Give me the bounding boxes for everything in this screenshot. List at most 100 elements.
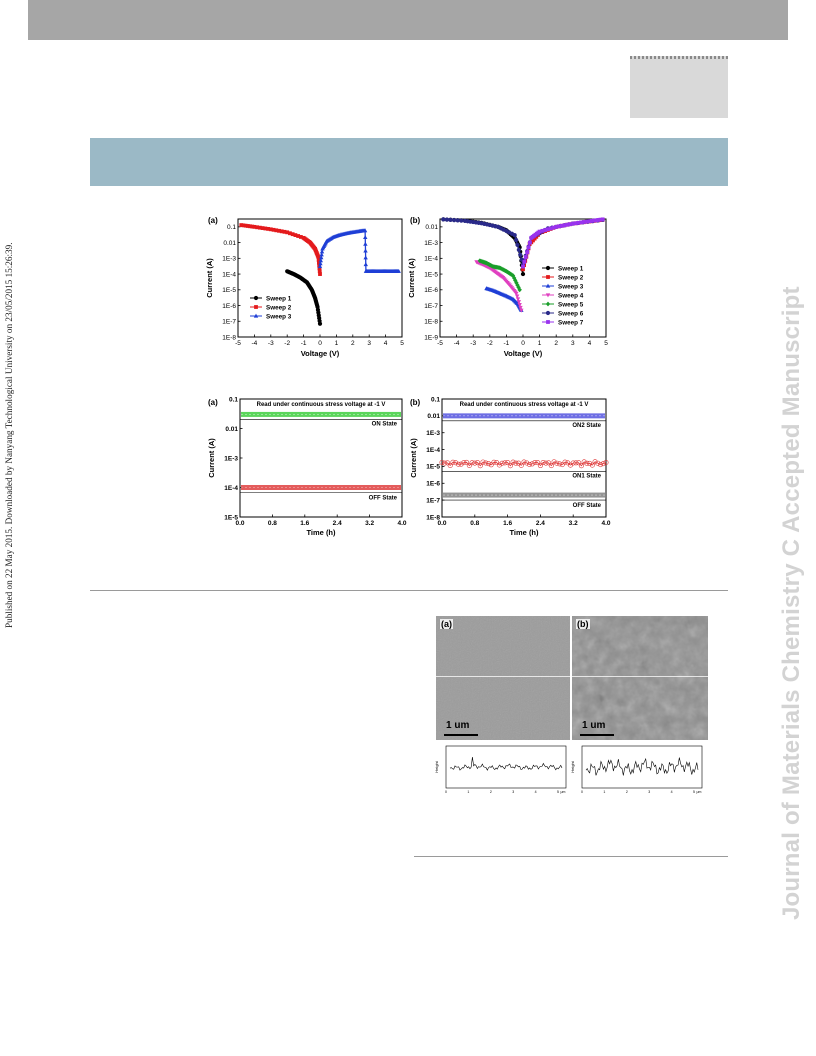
data-point — [519, 308, 524, 313]
data-point — [595, 460, 601, 466]
data-point — [545, 293, 551, 298]
profile-x-tick: 0 — [581, 790, 583, 794]
data-point — [592, 459, 598, 465]
legend-label: Sweep 3 — [266, 313, 292, 320]
data-point — [511, 275, 517, 281]
legend-label: Sweep 1 — [558, 265, 584, 272]
data-point — [562, 223, 567, 228]
x-axis-label: Voltage (V) — [504, 349, 543, 358]
data-point — [444, 217, 450, 222]
data-point — [239, 223, 244, 227]
y-tick-label: 1E-3 — [222, 256, 236, 263]
y-tick-label: 0.1 — [229, 396, 238, 403]
data-point — [290, 232, 295, 237]
profile-x-tick: 5 — [693, 790, 695, 794]
x-tick-label: 2 — [554, 340, 558, 347]
legend-label: Sweep 4 — [558, 292, 584, 299]
series-line — [441, 461, 607, 467]
data-point — [317, 263, 322, 268]
y-tick-label: 1E-6 — [426, 481, 440, 488]
x-tick-label: -2 — [284, 340, 290, 347]
state-label: ON2 State — [572, 423, 601, 429]
x-tick-label: 4.0 — [601, 520, 610, 527]
data-point — [260, 226, 265, 230]
data-point — [459, 218, 464, 223]
data-point — [581, 459, 587, 465]
data-point — [524, 460, 530, 466]
data-point — [444, 460, 450, 466]
data-point — [253, 295, 259, 301]
afm-scale-bar — [580, 734, 614, 736]
data-point — [546, 227, 550, 232]
profile-x-tick: 0 — [445, 790, 447, 794]
afm-image-a: (a) 1 um — [436, 616, 570, 740]
data-point — [245, 224, 250, 228]
panel-label: (b) — [410, 398, 421, 407]
x-tick-label: 1.6 — [503, 520, 512, 527]
data-point — [548, 226, 553, 231]
watermark-text: Journal of Materials Chemistry C Accepte… — [778, 286, 805, 920]
afm-panel-label: (b) — [576, 619, 590, 629]
x-tick-label: 3 — [571, 340, 575, 347]
data-point — [363, 234, 368, 239]
y-tick-label: 1E-4 — [224, 485, 238, 492]
x-tick-label: -1 — [504, 340, 510, 347]
data-point — [513, 460, 519, 466]
y-tick-label: 1E-7 — [426, 497, 440, 504]
data-point — [271, 227, 276, 232]
x-tick-label: 0.0 — [235, 520, 244, 527]
data-point — [520, 271, 526, 277]
profile-x-tick: 1 — [603, 790, 605, 794]
x-tick-label: 5 — [400, 340, 404, 347]
data-point — [515, 297, 521, 302]
data-point — [488, 462, 494, 468]
x-tick-label: 4 — [588, 340, 592, 347]
data-point — [512, 232, 517, 238]
y-tick-label: 1E-8 — [424, 319, 438, 326]
y-tick-label: 1E-3 — [424, 240, 438, 247]
afm-panel-label: (a) — [440, 619, 453, 629]
x-tick-label: 3 — [367, 340, 371, 347]
data-point — [464, 459, 470, 465]
x-tick-label: -1 — [301, 340, 307, 347]
profile-x-tick: 5 — [557, 790, 559, 794]
data-point — [363, 248, 368, 253]
y-tick-label: 1E-8 — [426, 514, 440, 521]
annotation-text: Read under continuous stress voltage at … — [257, 402, 386, 408]
legend-label: Sweep 2 — [558, 274, 584, 281]
x-tick-label: -5 — [437, 340, 443, 347]
data-point — [562, 459, 568, 465]
data-point — [537, 229, 542, 234]
profile-y-label: Height — [434, 760, 439, 772]
data-point — [543, 228, 548, 232]
y-tick-label: 1E-6 — [424, 287, 438, 294]
profile-x-tick: 3 — [512, 790, 514, 794]
y-tick-label: 1E-7 — [222, 319, 236, 326]
data-point — [293, 233, 298, 237]
data-point — [570, 221, 575, 226]
y-tick-label: 1E-8 — [222, 334, 236, 341]
afm-scale-label: 1 um — [446, 720, 470, 731]
annotation-text: Read under continuous stress voltage at … — [460, 402, 589, 408]
data-point — [316, 255, 321, 259]
data-point — [551, 459, 557, 465]
data-point — [598, 462, 604, 468]
data-point — [363, 255, 368, 260]
figure-retention: 0.0 0.8 1.6 2.4 3.2 4.0 0.1 0.01 1E-3 1E-4 1E-5 Tim… — [207, 396, 611, 537]
data-point — [598, 217, 603, 222]
data-point — [545, 301, 551, 307]
data-point — [573, 221, 578, 226]
data-point — [477, 463, 483, 469]
data-point — [559, 462, 565, 468]
y-tick-label: 1E-4 — [222, 271, 236, 278]
data-point — [529, 461, 535, 467]
y-tick-label: 1E-5 — [222, 287, 236, 294]
x-axis-label: Time (h) — [306, 528, 336, 537]
data-point — [266, 226, 270, 231]
data-point — [363, 241, 368, 246]
data-point — [250, 224, 255, 229]
journal-watermark: Journal of Materials Chemistry C Accepte… — [778, 286, 805, 921]
data-point — [523, 255, 528, 259]
profile-y-label: Height — [570, 760, 575, 772]
legend-label: Sweep 6 — [558, 310, 584, 317]
